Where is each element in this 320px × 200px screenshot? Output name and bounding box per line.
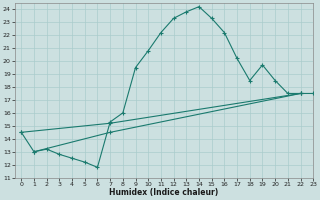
X-axis label: Humidex (Indice chaleur): Humidex (Indice chaleur) — [109, 188, 219, 197]
